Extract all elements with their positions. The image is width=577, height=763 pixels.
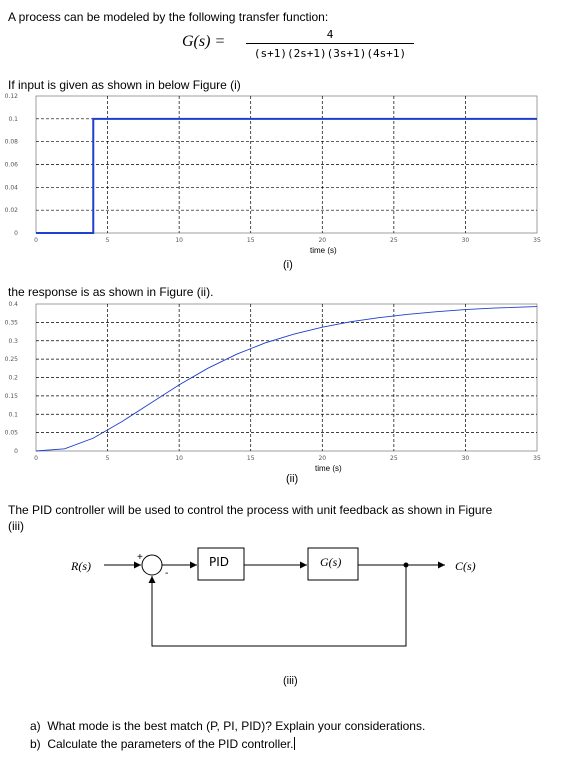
question-b-marker: b) (30, 737, 41, 751)
figure-i-x-tick-label: 15 (247, 237, 255, 244)
figure-ii-y-tick-label: 0.05 (5, 430, 19, 437)
figure-ii-series-line (35, 306, 538, 452)
figure-ii-xlabel: time (s) (315, 464, 342, 473)
figure-i-x-tick-label: 10 (175, 237, 183, 244)
figure-ii-y-tick-label: 0.35 (5, 319, 19, 326)
figure-ii-x-tick-label: 35 (533, 455, 541, 462)
transfer-function-numerator: 4 (326, 28, 334, 41)
plus-sign: + (137, 552, 143, 563)
fraction-bar (246, 43, 414, 44)
input-label: R(s) (71, 559, 91, 573)
pid-text-line2: (iii) (8, 519, 24, 533)
figure-i-x-tick-label: 30 (462, 237, 470, 244)
plant-block (307, 547, 359, 581)
figure-i-y-tick-label: 0.1 (8, 116, 18, 123)
text-cursor (294, 737, 296, 750)
figure-i-chart: 0 5 10 15 20 25 30 35 0 0.02 0.04 0.06 0.08 0.1 0.12 (5, 93, 541, 244)
figure-ii-x-tick-label: 0 (34, 455, 38, 462)
transfer-function-denominator: (s+1)(2s+1)(3s+1)(4s+1) (253, 47, 407, 60)
figure-ii-x-tick-label: 20 (318, 455, 326, 462)
figure-i-y-tick-label: 0.12 (5, 93, 19, 100)
figure-i-y-tick-label: 0.02 (5, 207, 19, 214)
question-b-text: Calculate the parameters of the PID cont… (47, 737, 294, 751)
figure-i-x-tick-label: 20 (318, 237, 326, 244)
feedback-path (148, 565, 407, 647)
figure-ii-x-tick-label: 30 (462, 455, 470, 462)
minus-sign: - (165, 568, 169, 579)
question-a-text: What mode is the best match (P, PI, PID)… (47, 719, 426, 733)
figure-i-xlabel: time (s) (310, 246, 337, 255)
figure-ii-caption: (ii) (286, 473, 299, 485)
intro-text: A process can be modeled by the followin… (8, 10, 329, 24)
block-diagram (104, 547, 445, 647)
figure-ii-y-tick-label: 0 (14, 448, 18, 455)
question-a-marker: a) (30, 719, 41, 733)
figure-ii-x-tick-label: 5 (106, 455, 110, 462)
response-description: the response is as shown in Figure (ii). (8, 285, 214, 299)
figure-i-y-tick-label: 0 (14, 230, 18, 237)
figure-i-x-tick-label: 25 (390, 237, 398, 244)
figure-i-y-tick-label: 0.08 (5, 139, 19, 146)
figure-ii-y-tick-label: 0.25 (5, 356, 19, 363)
output-label: C(s) (455, 559, 476, 573)
figure-i-x-tick-label: 0 (34, 237, 38, 244)
plant-block-label: G(s) (320, 555, 342, 569)
summing-junction (141, 554, 163, 576)
pid-block (197, 547, 245, 581)
figure-iii-caption: (iii) (283, 675, 298, 687)
transfer-function-lhs: G(s) = (182, 33, 226, 50)
figure-ii-y-tick-label: 0.4 (8, 301, 18, 308)
figure-i-x-tick-label: 35 (533, 237, 541, 244)
pid-block-label: PID (209, 555, 230, 569)
figure-ii-y-tick-label: 0.1 (8, 411, 18, 418)
figure-ii-y-tick-label: 0.2 (8, 375, 18, 382)
pid-text-line1: The PID controller will be used to contr… (8, 503, 493, 517)
figure-i-y-tick-label: 0.06 (5, 162, 19, 169)
figure-ii-x-tick-label: 10 (175, 455, 183, 462)
figure-i-y-tick-label: 0.04 (5, 184, 19, 191)
figure-i-caption: (i) (283, 259, 293, 271)
figure-i-series-line (36, 117, 537, 234)
figure-ii-x-tick-label: 15 (247, 455, 255, 462)
figure-ii-chart: 0 5 10 15 20 25 30 35 0 0.05 0.1 0.15 0.2 0.25 0.3 0.35… (5, 301, 541, 462)
question-b: b) Calculate the parameters of the PID c… (30, 737, 296, 751)
figure-i-x-tick-label: 5 (106, 237, 110, 244)
question-a: a) What mode is the best match (P, PI, P… (30, 719, 425, 733)
figure-ii-x-tick-label: 25 (390, 455, 398, 462)
figure-ii-y-tick-label: 0.3 (8, 338, 18, 345)
figure-ii-y-tick-label: 0.15 (5, 393, 19, 400)
input-description: If input is given as shown in below Figu… (8, 78, 241, 92)
